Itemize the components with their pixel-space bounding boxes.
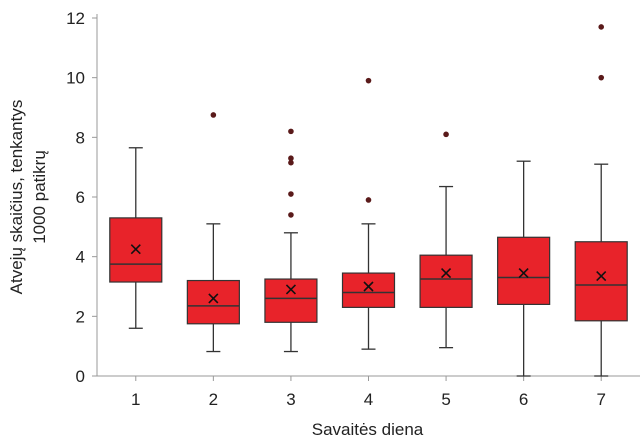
mean-marker: [208, 293, 219, 304]
x-tick-label: 5: [441, 390, 450, 409]
y-tick-label: 10: [66, 69, 85, 88]
outlier-point: [288, 212, 294, 218]
y-tick-label: 12: [66, 9, 85, 28]
y-tick-label: 0: [76, 367, 85, 386]
x-axis-title: Savaitės diena: [312, 420, 424, 438]
x-tick-label: 4: [364, 390, 373, 409]
boxes-group: [109, 24, 628, 377]
outlier-point: [288, 159, 294, 166]
y-tick-label: 8: [76, 128, 85, 147]
mean-marker: [441, 268, 452, 279]
y-axis-title-line-1: Atvejų skaičius, tenkantys: [7, 100, 26, 295]
outlier-point: [288, 191, 294, 197]
box-group-5: [419, 131, 473, 349]
outlier-point: [598, 74, 605, 81]
outlier-point: [365, 197, 372, 203]
outlier-point: [365, 77, 372, 84]
box-group-6: [497, 160, 551, 377]
x-tick-label: 6: [519, 390, 528, 409]
mean-marker: [518, 268, 529, 279]
box-iqr: [341, 272, 396, 308]
mean-marker: [596, 270, 607, 282]
outlier-point: [443, 131, 449, 138]
x-tick-label: 2: [209, 390, 218, 409]
x-tick-label: 3: [286, 390, 295, 409]
y-axis-title-line-2: 1000 patikrų: [30, 150, 49, 244]
outlier-point: [288, 128, 294, 135]
outlier-point: [598, 24, 605, 30]
box-iqr: [497, 236, 551, 305]
mean-marker: [130, 244, 141, 255]
outlier-point: [210, 112, 217, 118]
box-iqr: [186, 279, 240, 325]
mean-marker: [363, 281, 374, 292]
outlier-point: [288, 155, 294, 162]
y-tick-label: 6: [76, 188, 85, 207]
x-tick-label: 1: [131, 390, 140, 409]
box-iqr: [419, 254, 473, 308]
box-group-3: [264, 128, 318, 353]
box-group-1: [109, 147, 163, 329]
box-iqr: [574, 241, 628, 322]
box-group-2: [186, 112, 240, 353]
x-tick-label: 7: [596, 390, 605, 409]
box-group-4: [341, 77, 396, 350]
y-tick-label: 4: [76, 248, 85, 267]
mean-marker: [285, 284, 296, 295]
y-tick-label: 2: [76, 307, 85, 326]
box-group-7: [574, 24, 628, 377]
box-iqr: [264, 278, 318, 323]
